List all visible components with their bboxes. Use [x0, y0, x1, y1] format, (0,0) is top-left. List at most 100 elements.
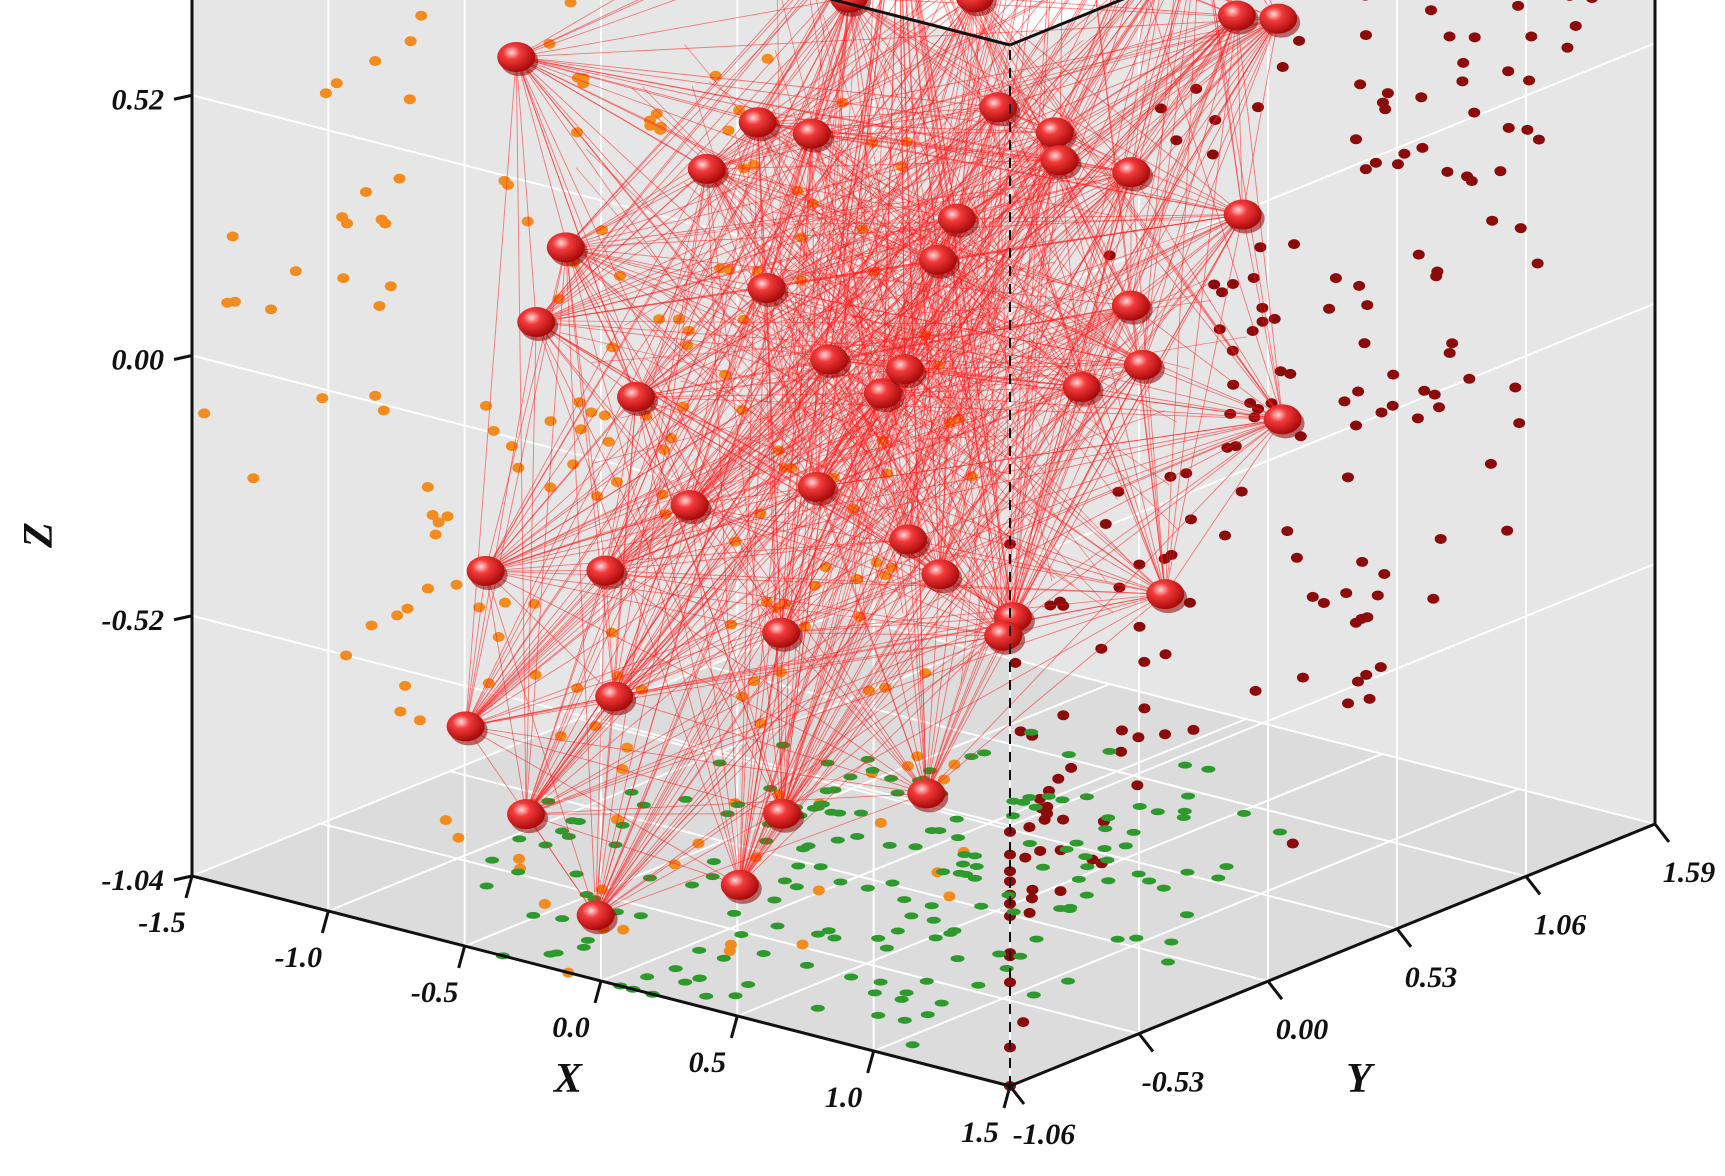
- y-tick: [1137, 1032, 1155, 1053]
- network-edge: [620, 327, 973, 419]
- xz-projection-point: [602, 436, 615, 447]
- xy-projection-point: [692, 946, 707, 954]
- network-node: [810, 344, 849, 375]
- network-edge: [811, 0, 849, 134]
- yz-projection-point: [1501, 525, 1514, 536]
- xy-projection-point: [1100, 856, 1115, 864]
- network-edge: [873, 33, 1097, 216]
- yz-projection-point: [1353, 280, 1366, 291]
- xz-projection-point: [605, 627, 618, 638]
- network-edge: [826, 238, 883, 438]
- network-edge: [672, 358, 781, 427]
- network-edge: [949, 0, 999, 108]
- xy-projection-point: [1080, 863, 1095, 871]
- xz-projection-point: [384, 281, 397, 292]
- network-edge: [565, 247, 817, 488]
- xy-projection-point: [727, 909, 742, 917]
- yz-projection-point: [1428, 389, 1441, 400]
- xz-projection-point: [722, 125, 735, 136]
- network-edge: [605, 538, 909, 572]
- yz-projection-point: [1159, 729, 1172, 740]
- axis-edge: [1009, 822, 1656, 1088]
- network-edge: [516, 0, 639, 58]
- yz-projection-point: [1387, 369, 1400, 380]
- network-edge: [800, 407, 1114, 613]
- network-edge: [624, 235, 780, 326]
- xy-projection-point: [1061, 977, 1076, 985]
- grid-line: [578, 717, 1398, 930]
- network-edge: [485, 0, 883, 572]
- network-edge: [797, 362, 874, 412]
- network-edge: [739, 574, 941, 886]
- grid-line: [320, 822, 1140, 1035]
- xy-projection-point: [1219, 863, 1234, 871]
- yz-projection-point: [1521, 124, 1534, 135]
- network-edge: [465, 725, 783, 815]
- network-edge: [645, 358, 842, 458]
- xy-projection-point: [934, 999, 949, 1007]
- network-edge: [595, 171, 1132, 916]
- z-tick-label: -0.52: [102, 604, 165, 637]
- network-edge: [595, 486, 818, 916]
- network-edge: [618, 235, 865, 544]
- network-edge: [515, 56, 783, 814]
- yz-projection-point: [1170, 135, 1183, 146]
- yz-projection-point: [1052, 773, 1065, 784]
- yz-projection-point: [1338, 396, 1351, 407]
- xy-projection-point: [1098, 825, 1113, 833]
- network-edge: [595, 696, 615, 916]
- network-edge: [515, 56, 767, 289]
- yz-projection-point: [1290, 552, 1303, 563]
- network-edge: [1012, 132, 1056, 618]
- xy-projection-point: [908, 843, 923, 851]
- network-edge: [515, 56, 690, 506]
- network-edge: [613, 364, 1144, 697]
- network-edge: [781, 171, 1132, 814]
- yz-projection-point: [1227, 379, 1240, 390]
- network-edge: [925, 0, 1177, 794]
- network-edge: [674, 221, 780, 236]
- network-edge: [997, 107, 1082, 388]
- x-tick-label: -1.0: [275, 941, 323, 974]
- network-edge: [974, 426, 1007, 637]
- network-edge: [829, 358, 1143, 366]
- network-edge: [613, 632, 782, 697]
- xy-projection-point: [1131, 870, 1146, 878]
- network-edge: [525, 322, 537, 815]
- network-edge: [889, 418, 965, 472]
- xy-projection-point: [699, 992, 714, 1000]
- network-edge: [960, 430, 989, 684]
- network-edge: [485, 305, 1131, 572]
- xy-projection-point: [576, 943, 591, 951]
- network-edge: [525, 122, 759, 815]
- xy-projection-point: [1164, 938, 1179, 946]
- xy-projection-point: [1041, 792, 1056, 800]
- network-edge: [1130, 15, 1238, 173]
- network-edge: [485, 418, 1283, 572]
- grid-line: [836, 613, 1656, 825]
- xy-projection-point: [879, 944, 894, 952]
- xz-projection-point: [480, 400, 493, 411]
- network-edge: [992, 192, 1002, 335]
- network-edge: [817, 441, 950, 616]
- yz-projection-point: [1415, 92, 1428, 103]
- network-edge: [689, 504, 1004, 637]
- xy-projection-point: [1177, 807, 1192, 815]
- xz-projection-point: [421, 481, 434, 492]
- xy-projection-point: [951, 834, 966, 842]
- x-tick: [1002, 1085, 1012, 1109]
- network-edge: [944, 452, 988, 561]
- z-tick: [173, 614, 193, 622]
- network-edge: [525, 133, 813, 815]
- xz-projection-point: [228, 296, 241, 307]
- network-edge: [939, 171, 1132, 575]
- yz-projection-point: [1219, 530, 1232, 541]
- xy-projection-point: [890, 927, 905, 935]
- network-edge: [816, 486, 1004, 637]
- network-node: [497, 41, 536, 72]
- network-edge: [811, 133, 818, 487]
- x-tick-label: -0.5: [411, 976, 459, 1009]
- network-edge: [981, 135, 991, 228]
- xy-projection-point: [885, 879, 900, 887]
- network-edge: [837, 294, 1000, 522]
